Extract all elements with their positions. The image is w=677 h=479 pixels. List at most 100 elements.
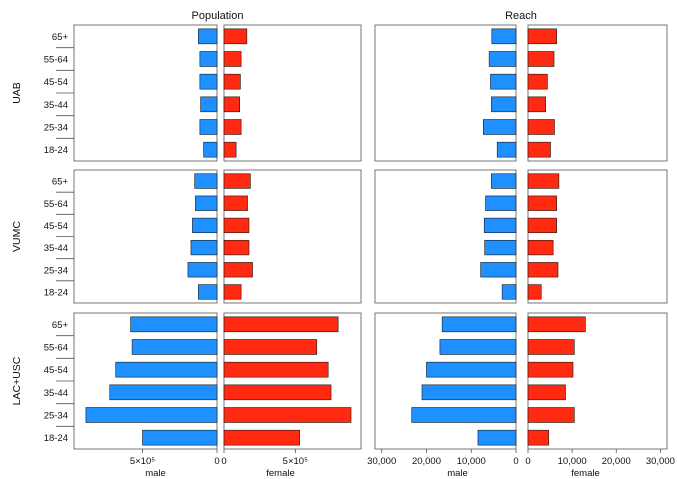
bar-female-55-64 bbox=[527, 51, 555, 67]
bar-female-18-24 bbox=[527, 141, 551, 158]
bar-female-45-54 bbox=[223, 217, 250, 234]
bar-male-18-24 bbox=[198, 284, 218, 300]
bar-female-25-34 bbox=[223, 262, 253, 278]
panel-lac-usc-reach bbox=[374, 312, 668, 450]
axis-title-female: female bbox=[571, 468, 600, 479]
bar-female-35-44 bbox=[527, 96, 546, 113]
bar-male-65 bbox=[491, 173, 517, 189]
bar-male-35-44 bbox=[491, 96, 517, 113]
bar-male-55-64 bbox=[488, 51, 517, 67]
bar-male-45-54 bbox=[115, 361, 218, 378]
panel-frame-male bbox=[73, 169, 218, 304]
bar-male-65 bbox=[130, 316, 218, 333]
bar-female-35-44 bbox=[527, 239, 554, 256]
panel-frame-male bbox=[374, 312, 517, 450]
bar-female-25-34 bbox=[527, 262, 559, 278]
x-tick-label-male: 0 bbox=[214, 456, 219, 467]
x-tick-label-female: 5×10⁵ bbox=[283, 456, 308, 467]
panel-frame-male bbox=[374, 24, 517, 162]
column-titles: Population Reach bbox=[192, 10, 537, 22]
bar-male-45-54 bbox=[483, 217, 517, 234]
column-title-population: Population bbox=[192, 10, 244, 22]
x-tick-label-male: 5×10⁵ bbox=[130, 456, 155, 467]
x-tick-label-female: 0 bbox=[221, 456, 226, 467]
bar-female-25-34 bbox=[223, 119, 242, 135]
bar-female-35-44 bbox=[223, 384, 332, 401]
panel-frame-female bbox=[527, 312, 668, 450]
bar-male-35-44 bbox=[484, 239, 517, 256]
axis-title-male: male bbox=[447, 468, 468, 479]
x-tick-label-male: 0 bbox=[513, 456, 518, 467]
category-label-25-34: 25-34 bbox=[44, 123, 68, 134]
bar-male-45-54 bbox=[199, 73, 218, 90]
category-label-18-24: 18-24 bbox=[44, 145, 68, 156]
bar-male-45-54 bbox=[192, 217, 218, 234]
bar-male-55-64 bbox=[199, 51, 218, 67]
bar-female-55-64 bbox=[223, 339, 318, 355]
bar-female-18-24 bbox=[527, 284, 542, 300]
bar-female-35-44 bbox=[223, 239, 250, 256]
bar-female-65 bbox=[223, 316, 339, 333]
bar-male-35-44 bbox=[109, 384, 218, 401]
bar-female-25-34 bbox=[223, 407, 352, 423]
bar-female-55-64 bbox=[223, 51, 242, 67]
bar-female-65 bbox=[527, 316, 586, 333]
bar-female-45-54 bbox=[223, 73, 241, 90]
bar-male-55-64 bbox=[439, 339, 517, 355]
x-tick-label-male: 10,000 bbox=[457, 456, 486, 467]
bar-male-35-44 bbox=[200, 96, 218, 113]
x-tick-label-female: 20,000 bbox=[602, 456, 631, 467]
bar-female-65 bbox=[527, 173, 560, 189]
bar-male-65 bbox=[198, 28, 218, 45]
bar-male-45-54 bbox=[490, 73, 517, 90]
category-label-18-24: 18-24 bbox=[44, 433, 68, 444]
category-label-45-54: 45-54 bbox=[44, 221, 68, 232]
row-title-uab: UAB bbox=[11, 82, 23, 104]
x-tick-label-female: 10,000 bbox=[558, 456, 587, 467]
bar-male-25-34 bbox=[480, 262, 517, 278]
panel-frame-male bbox=[374, 169, 517, 304]
category-label-25-34: 25-34 bbox=[44, 265, 68, 276]
bar-male-35-44 bbox=[421, 384, 517, 401]
panel-frame-male bbox=[73, 24, 218, 162]
panel-grid: 65+ 55-64 45-54 35-44 25-34 18-24 65+ 55-64 45-5… bbox=[44, 24, 668, 450]
category-label-18-24: 18-24 bbox=[44, 287, 68, 298]
bar-male-45-54 bbox=[426, 361, 517, 378]
panel-uab-reach bbox=[374, 24, 668, 162]
bar-male-18-24 bbox=[142, 429, 218, 446]
panel-frame-male bbox=[73, 312, 218, 450]
bar-male-18-24 bbox=[477, 429, 517, 446]
axis-title-female: female bbox=[266, 468, 295, 479]
bar-female-45-54 bbox=[527, 361, 574, 378]
bar-female-65 bbox=[223, 173, 251, 189]
bar-male-25-34 bbox=[187, 262, 218, 278]
panel-frame-female bbox=[223, 312, 362, 450]
bar-male-55-64 bbox=[485, 195, 517, 211]
column-title-reach: Reach bbox=[505, 10, 537, 22]
panel-frame-female bbox=[223, 169, 362, 304]
bar-female-45-54 bbox=[527, 73, 548, 90]
bar-female-35-44 bbox=[223, 96, 240, 113]
bar-male-18-24 bbox=[496, 141, 517, 158]
bar-female-18-24 bbox=[223, 429, 300, 446]
bar-male-55-64 bbox=[131, 339, 218, 355]
category-label-45-54: 45-54 bbox=[44, 77, 68, 88]
axis-reach: 30,000 20,000 10,000 0 0 10,000 20,000 30,000 ma… bbox=[367, 449, 675, 479]
category-label-35-44: 35-44 bbox=[44, 100, 68, 111]
category-label-25-34: 25-34 bbox=[44, 411, 68, 422]
panel-vumc-reach bbox=[374, 169, 668, 304]
bar-male-18-24 bbox=[203, 141, 218, 158]
category-label-35-44: 35-44 bbox=[44, 243, 68, 254]
panel-frame-female bbox=[527, 169, 668, 304]
category-label-35-44: 35-44 bbox=[44, 388, 68, 399]
bar-female-65 bbox=[223, 28, 248, 45]
bar-male-35-44 bbox=[190, 239, 218, 256]
bar-male-25-34 bbox=[483, 119, 517, 135]
bar-female-55-64 bbox=[223, 195, 248, 211]
row-title-vumc: VUMC bbox=[11, 221, 23, 252]
category-label-55-64: 55-64 bbox=[44, 199, 68, 210]
panel-uab-population: 65+ 55-64 45-54 35-44 25-34 18-24 bbox=[44, 24, 362, 162]
